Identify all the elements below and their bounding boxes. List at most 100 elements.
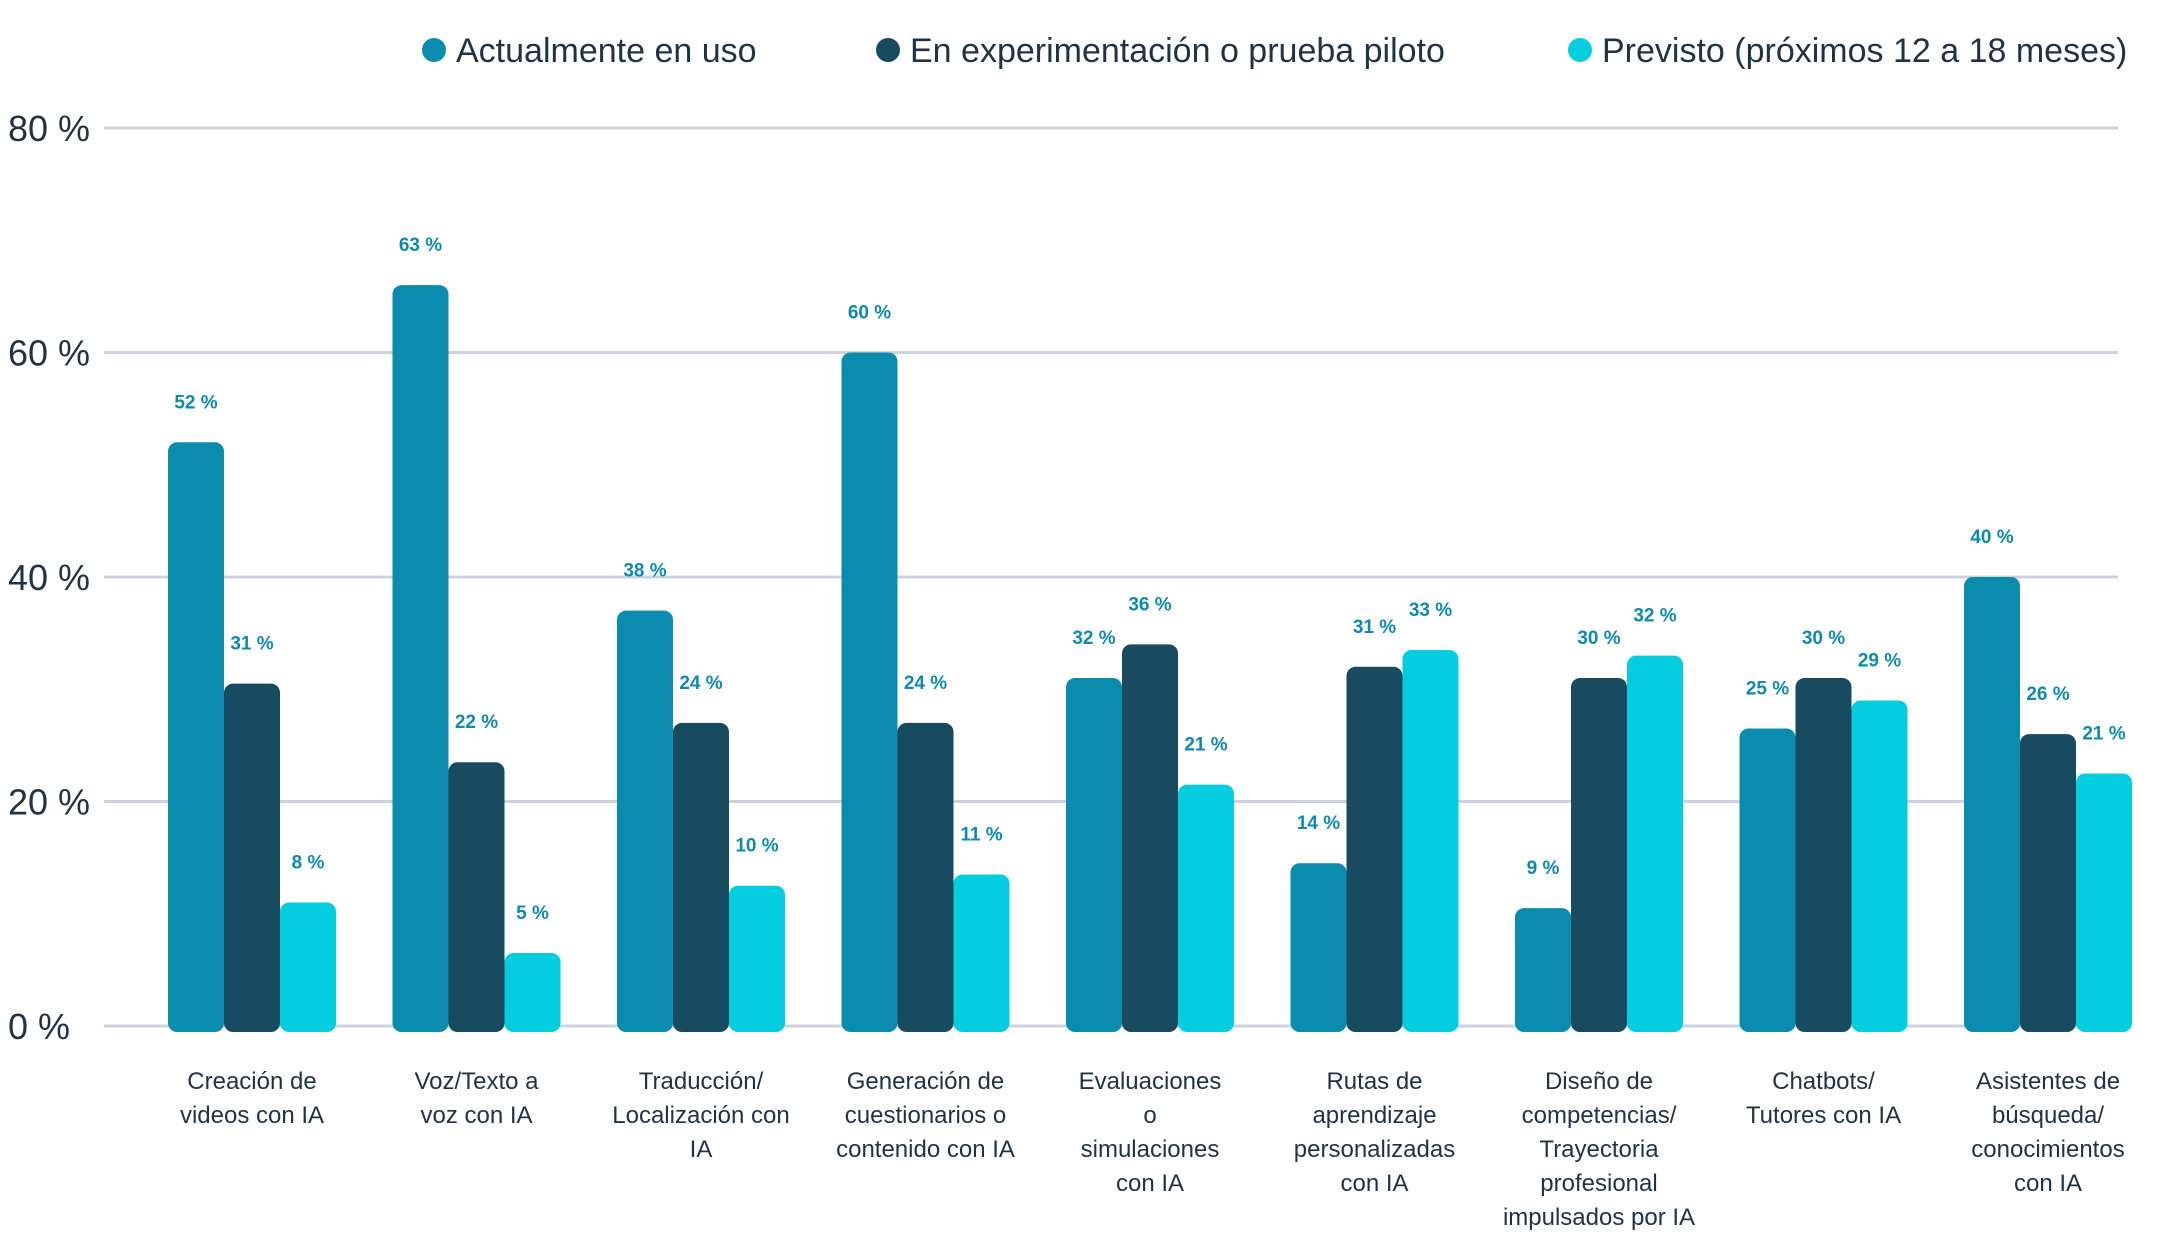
data-label: 22 % (455, 712, 498, 733)
category-label-line: con IA (1116, 1170, 1184, 1197)
category-label-line: voz con IA (420, 1102, 532, 1129)
category-label-line: Tutores con IA (1746, 1102, 1901, 1129)
data-label: 10 % (735, 836, 778, 857)
data-label: 33 % (1409, 600, 1452, 621)
data-label: 38 % (623, 561, 666, 582)
bar-2-2 (448, 762, 505, 1032)
data-label: 32 % (1633, 606, 1676, 627)
category-label-8: Chatbots/Tutores con IA (1746, 1068, 1901, 1129)
category-label-6: Rutas de aprendizaje personalizadas con IA (1294, 1068, 1455, 1197)
category-label-line: búsqueda/ (1992, 1102, 2104, 1129)
bar-2-1 (224, 683, 280, 1032)
category-label-4: Generación de cuestionarios o contenido co… (836, 1068, 1015, 1163)
bar-1-4 (841, 352, 898, 1032)
data-label: 21 % (1184, 735, 1227, 756)
category-label-line: Evaluaciones (1079, 1068, 1222, 1095)
category-label-line: IA (690, 1136, 713, 1163)
y-tick-label: 80 % (8, 108, 90, 149)
category-label-line: con IA (1340, 1170, 1408, 1197)
bar-3-3 (729, 885, 785, 1032)
bar-2-6 (1346, 666, 1403, 1032)
legend-swatch-1 (422, 38, 446, 62)
bar-3-7 (1627, 655, 1683, 1032)
y-tick-label: 60 % (8, 333, 90, 374)
bar-3-4 (953, 874, 1010, 1032)
data-label: 36 % (1128, 594, 1171, 615)
category-label-line: o (1143, 1102, 1156, 1129)
category-label-line: Asistentes de (1976, 1068, 2120, 1095)
category-label-line: Trayectoria (1539, 1136, 1659, 1163)
category-label-line: cuestionarios o (845, 1102, 1006, 1129)
y-tick-label: 20 % (8, 782, 90, 823)
bar-1-2 (392, 285, 449, 1032)
bar-1-3 (617, 610, 673, 1032)
category-label-5: Evaluaciones o simulaciones con IA (1079, 1068, 1222, 1197)
data-label: 14 % (1297, 813, 1340, 834)
data-label: 21 % (2082, 723, 2125, 744)
category-label-line: impulsados por IA (1503, 1204, 1695, 1231)
data-label: 40 % (1970, 527, 2013, 548)
data-label: 25 % (1746, 679, 1789, 700)
category-label-line: Creación de (187, 1068, 316, 1095)
category-label-1: Creación de videos con IA (180, 1068, 324, 1129)
legend-label-2: En experimentación o prueba piloto (910, 32, 1445, 70)
category-label-line: Rutas de (1326, 1068, 1422, 1095)
bar-1-6 (1290, 863, 1347, 1032)
legend-label-1: Actualmente en uso (456, 32, 757, 70)
bar-2-3 (673, 722, 729, 1032)
bar-2-7 (1571, 678, 1627, 1032)
category-label-line: aprendizaje (1312, 1102, 1436, 1129)
category-label-line: contenido con IA (836, 1136, 1015, 1163)
category-label-line: Voz/Texto a (414, 1068, 539, 1095)
data-label: 32 % (1072, 628, 1115, 649)
category-label-line: videos con IA (180, 1102, 324, 1129)
category-label-line: Localización con (612, 1102, 789, 1129)
data-label: 31 % (230, 634, 273, 655)
bar-2-5 (1122, 644, 1178, 1032)
data-label: 31 % (1353, 617, 1396, 638)
data-label: 29 % (1858, 650, 1901, 671)
data-label: 24 % (904, 673, 947, 694)
bar-3-2 (504, 953, 561, 1032)
bar-3-8 (1851, 700, 1908, 1032)
bar-2-8 (1795, 678, 1852, 1032)
y-tick-label: 40 % (8, 557, 90, 598)
data-label: 30 % (1802, 628, 1845, 649)
bar-1-8 (1739, 728, 1796, 1032)
category-label-line: Diseño de (1545, 1068, 1653, 1095)
data-label: 30 % (1577, 628, 1620, 649)
category-label-line: Traducción/ (639, 1068, 764, 1095)
category-label-line: simulaciones (1081, 1136, 1220, 1163)
bar-2-9 (2020, 734, 2076, 1032)
category-label-line: Generación de (847, 1068, 1004, 1095)
category-label-line: con IA (2014, 1170, 2082, 1197)
category-label-line: Chatbots/ (1772, 1068, 1875, 1095)
data-label: 11 % (960, 824, 1002, 845)
bar-3-6 (1402, 649, 1459, 1032)
data-label: 8 % (292, 853, 325, 874)
data-label: 60 % (848, 303, 891, 324)
data-label: 9 % (1527, 858, 1560, 879)
category-label-2: Voz/Texto a voz con IA (414, 1068, 539, 1129)
category-label-line: conocimientos (1971, 1136, 2124, 1163)
bar-1-7 (1515, 908, 1571, 1032)
bar-1-5 (1066, 678, 1122, 1032)
data-label: 63 % (399, 235, 442, 256)
legend-swatch-3 (1568, 38, 1592, 62)
data-label: 5 % (516, 903, 549, 924)
y-tick-label: 0 % (8, 1006, 70, 1047)
data-label: 24 % (679, 673, 722, 694)
legend-label-3: Previsto (próximos 12 a 18 meses) (1602, 32, 2127, 70)
category-label-3: Traducción/Localización con IA (612, 1068, 789, 1163)
category-label-9: Asistentes de búsqueda/conocimientos con I… (1971, 1068, 2124, 1197)
bar-3-9 (2076, 773, 2132, 1032)
category-label-line: personalizadas (1294, 1136, 1455, 1163)
bar-2-4 (897, 722, 954, 1032)
category-label-line: competencias/ (1522, 1102, 1677, 1129)
category-label-line: profesional (1540, 1170, 1657, 1197)
bar-3-5 (1178, 784, 1234, 1032)
bar-3-1 (280, 902, 336, 1032)
bar-1-9 (1964, 577, 2020, 1032)
category-label-7: Diseño de competencias/Trayectoria profesi… (1503, 1068, 1695, 1231)
